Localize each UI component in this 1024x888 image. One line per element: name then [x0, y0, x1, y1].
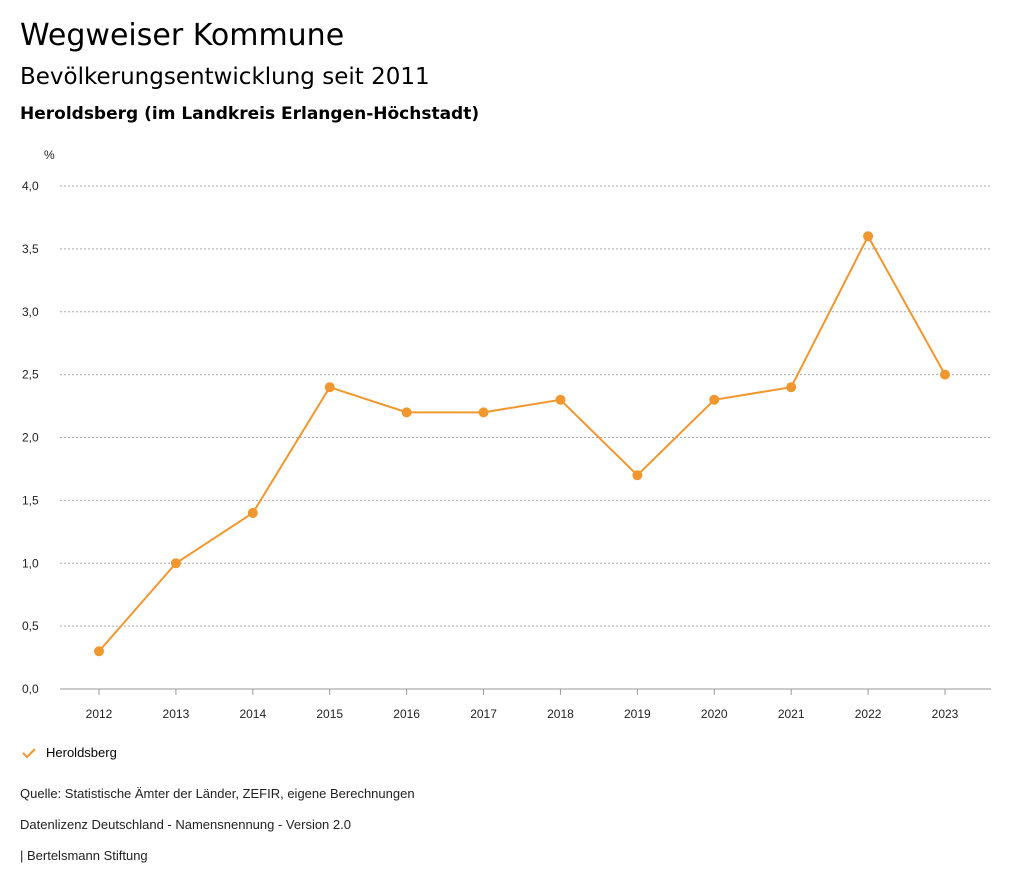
- x-tick-label: 2017: [470, 707, 497, 721]
- x-tick-label: 2016: [393, 707, 420, 721]
- check-icon: [22, 747, 36, 758]
- data-point: [401, 407, 412, 418]
- y-tick-label: 3,0: [22, 305, 39, 319]
- data-point: [632, 470, 643, 481]
- legend-label: Heroldsberg: [46, 745, 117, 760]
- y-tick-label: 1,0: [22, 556, 39, 570]
- source-note: Quelle: Statistische Ämter der Länder, Z…: [20, 786, 415, 801]
- chart-subtitle: Bevölkerungsentwicklung seit 2011: [20, 64, 430, 90]
- y-tick-label: 3,5: [22, 242, 39, 256]
- x-tick-label: 2018: [547, 707, 574, 721]
- y-tick-label: 0,0: [22, 682, 39, 696]
- y-tick-label: 1,5: [22, 493, 39, 507]
- y-tick-label: 2,0: [22, 431, 39, 445]
- x-tick-label: 2021: [778, 707, 805, 721]
- x-tick-label: 2013: [163, 707, 190, 721]
- x-tick-label: 2020: [701, 707, 728, 721]
- legend-item-heroldsberg[interactable]: Heroldsberg: [22, 745, 117, 760]
- x-tick-label: 2023: [932, 707, 959, 721]
- data-point: [324, 382, 335, 393]
- data-point: [170, 558, 181, 569]
- y-tick-label: 0,5: [22, 619, 39, 633]
- region-title: Heroldsberg (im Landkreis Erlangen-Höchs…: [20, 104, 480, 124]
- license-note: Datenlizenz Deutschland - Namensnennung …: [20, 817, 351, 832]
- y-tick-label: 2,5: [22, 368, 39, 382]
- series-line-heroldsberg: [98, 234, 946, 652]
- y-axis-unit: %: [44, 148, 55, 162]
- x-tick-label: 2019: [624, 707, 651, 721]
- data-point: [863, 231, 874, 242]
- x-tick-label: 2022: [855, 707, 882, 721]
- data-point: [555, 394, 566, 405]
- data-point: [94, 646, 104, 657]
- data-point: [786, 382, 797, 393]
- data-point: [709, 394, 720, 405]
- y-tick-label: 4,0: [22, 179, 39, 193]
- data-point: [478, 407, 489, 418]
- publisher-note: | Bertelsmann Stiftung: [20, 848, 148, 863]
- data-point: [247, 507, 258, 518]
- x-tick-label: 2012: [86, 707, 113, 721]
- data-point: [940, 369, 950, 380]
- page-title: Wegweiser Kommune: [20, 18, 345, 53]
- x-tick-label: 2014: [239, 707, 266, 721]
- x-tick-label: 2015: [316, 707, 343, 721]
- line-chart: % 0,0 0,5 1,0 1,5 2,0 2,5 3,0 3,5 4,0 2012 2013 20…: [22, 148, 991, 721]
